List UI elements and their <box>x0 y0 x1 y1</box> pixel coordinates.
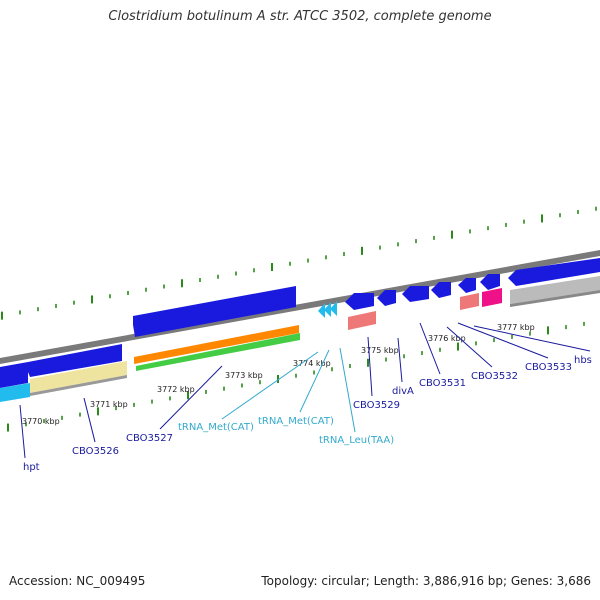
gene-label[interactable]: hpt <box>23 462 40 473</box>
cds-arrow <box>133 286 296 337</box>
cds-arrow <box>28 344 122 377</box>
label-leader-line <box>221 351 319 420</box>
coordinate-ticks: 3770 kbp 3771 kbp 3772 kbp 3773 kbp 3774 kbp… <box>22 323 535 426</box>
cds-arrow <box>377 290 396 306</box>
kbp-tick-label: 3774 kbp <box>293 359 331 368</box>
label-leader-line <box>367 336 373 397</box>
gene-magenta <box>482 288 502 307</box>
cds-arrow <box>431 282 451 298</box>
trna-chevron <box>318 303 325 318</box>
kbp-tick-label: 3771 kbp <box>90 400 128 409</box>
gene-salmon <box>348 311 376 330</box>
kbp-tick-label: 3773 kbp <box>225 371 263 380</box>
kbp-tick-label: 3770 kbp <box>22 417 60 426</box>
kbp-tick-label: 3775 kbp <box>361 346 399 355</box>
gene-khaki <box>30 361 127 393</box>
cds-arrow <box>0 362 28 388</box>
gene-label[interactable]: divA <box>392 386 414 397</box>
accession-text: Accession: NC_009495 <box>9 574 146 588</box>
gene-label[interactable]: tRNA_Met(CAT) <box>178 422 254 433</box>
gene-label[interactable]: CBO3527 <box>126 433 173 444</box>
gene-label[interactable]: CBO3533 <box>525 362 572 373</box>
background-tick-rows <box>1 206 597 432</box>
genome-summary-text: Topology: circular; Length: 3,886,916 bp… <box>261 574 591 588</box>
gene-label[interactable]: CBO3529 <box>353 400 400 411</box>
trna-chevron <box>324 302 331 317</box>
gene-label[interactable]: tRNA_Leu(TAA) <box>319 435 394 446</box>
gene-gray <box>510 276 600 304</box>
label-leader-line <box>83 397 96 443</box>
label-leader-line <box>457 322 549 359</box>
cds-arrow <box>480 274 500 290</box>
gene-salmon <box>460 293 479 310</box>
cds-arrow <box>458 278 476 293</box>
gene-label[interactable]: CBO3531 <box>419 378 466 389</box>
label-leader-line <box>473 325 591 352</box>
label-leader-line <box>397 337 403 383</box>
kbp-tick-label: 3776 kbp <box>428 334 466 343</box>
genome-backbone <box>0 250 600 364</box>
cds-arrow <box>508 258 600 286</box>
gene-cyan <box>0 383 30 402</box>
cds-arrow <box>402 286 429 302</box>
trna-chevron <box>330 301 337 316</box>
cds-arrow <box>345 293 374 310</box>
gene-label[interactable]: CBO3532 <box>471 371 518 382</box>
gene-label[interactable]: hbs <box>574 355 592 366</box>
label-leader-line <box>339 347 356 433</box>
feature-track <box>0 258 600 402</box>
kbp-tick-label: 3772 kbp <box>157 385 195 394</box>
gene-labels: hpt CBO3526 CBO3527 tRNA_Met(CAT) tRNA_Met(C… <box>19 322 592 473</box>
map-title: Clostridium botulinum A str. ATCC 3502, … <box>108 9 492 24</box>
kbp-tick-label: 3777 kbp <box>497 323 535 332</box>
gene-label[interactable]: CBO3526 <box>72 446 119 457</box>
label-leader-line <box>419 322 441 375</box>
band-green <box>136 333 300 371</box>
gene-label[interactable]: tRNA_Met(CAT) <box>258 416 334 427</box>
label-leader-line <box>159 365 223 430</box>
band-orange <box>134 325 299 364</box>
label-leader-line <box>299 349 330 413</box>
label-leader-line <box>19 404 26 459</box>
label-leader-line <box>446 326 493 368</box>
